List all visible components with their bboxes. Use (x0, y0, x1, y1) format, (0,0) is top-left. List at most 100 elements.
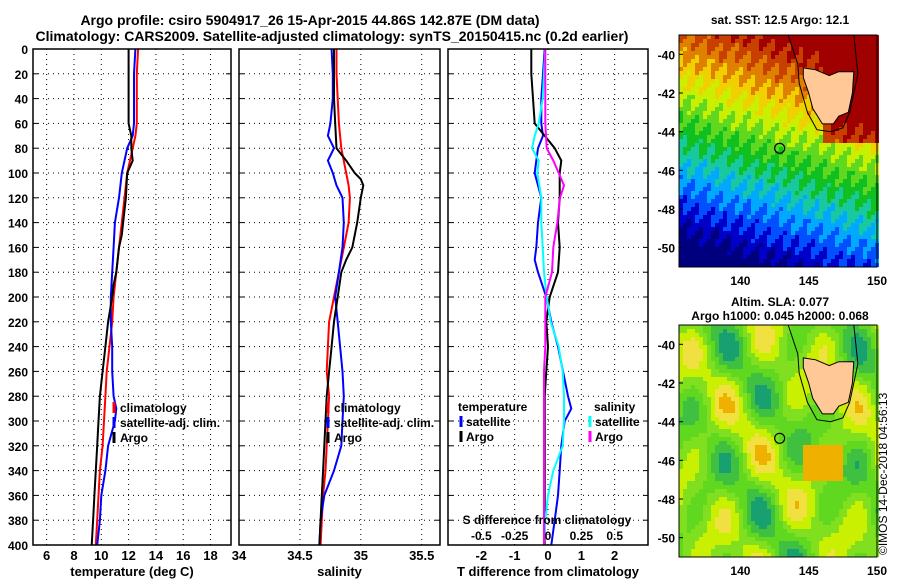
map-cell (747, 457, 751, 461)
map-cell (799, 35, 803, 39)
map-cell (867, 211, 871, 215)
map-cell (867, 465, 871, 469)
map-cell (679, 389, 683, 393)
map-cell (859, 67, 863, 71)
map-cell (779, 187, 783, 191)
map-cell (851, 325, 855, 329)
map-cell (695, 421, 699, 425)
map-cell (835, 123, 839, 127)
map-cell (703, 67, 707, 71)
map-cell (775, 413, 779, 417)
map-cell (823, 195, 827, 199)
map-cell (695, 393, 699, 397)
map-cell (819, 441, 823, 445)
map-cell (687, 247, 691, 251)
map-cell (803, 397, 807, 401)
map-cell (743, 345, 747, 349)
map-cell (779, 401, 783, 405)
map-cell (755, 345, 759, 349)
map-cell (831, 123, 835, 127)
map-cell (719, 433, 723, 437)
map-cell (759, 333, 763, 337)
map-cell (867, 365, 871, 369)
map-cell (707, 441, 711, 445)
map-cell (823, 219, 827, 223)
map-cell (775, 127, 779, 131)
map-cell (811, 345, 815, 349)
map-cell (863, 203, 867, 207)
map-cell (767, 389, 771, 393)
map-cell (779, 199, 783, 203)
map-cell (723, 139, 727, 143)
map-cell (839, 409, 843, 413)
map-cell (691, 175, 695, 179)
map-cell (767, 71, 771, 75)
map-cell (815, 155, 819, 159)
map-cell (759, 259, 763, 263)
map-cell (787, 67, 791, 71)
map-cell (751, 369, 755, 373)
map-cell (747, 251, 751, 255)
map-cell (727, 441, 731, 445)
map-cell (707, 361, 711, 365)
map-cell (871, 243, 875, 247)
map-cell (787, 187, 791, 191)
map-cell (751, 437, 755, 441)
map-cell (859, 425, 863, 429)
map-cell (863, 207, 867, 211)
map-cell (839, 59, 843, 63)
map-cell (795, 369, 799, 373)
map-cell (723, 425, 727, 429)
map-cell (731, 175, 735, 179)
map-cell (807, 51, 811, 55)
map-cell (703, 183, 707, 187)
map-cell (727, 91, 731, 95)
map-cell (771, 179, 775, 183)
map-cell (735, 35, 739, 39)
map-cell (735, 83, 739, 87)
map-cell (827, 341, 831, 345)
map-cell (691, 389, 695, 393)
map-cell (783, 247, 787, 251)
map-cell (827, 239, 831, 243)
map-cell (751, 361, 755, 365)
map-cell (727, 183, 731, 187)
map-cell (691, 393, 695, 397)
map-cell (743, 461, 747, 465)
map-cell (831, 207, 835, 211)
map-cell (727, 389, 731, 393)
map-cell (707, 381, 711, 385)
map-cell (723, 223, 727, 227)
map-cell (847, 235, 851, 239)
map-cell (811, 353, 815, 357)
map-cell (851, 409, 855, 413)
map-cell (699, 413, 703, 417)
map-cell (687, 417, 691, 421)
map-cell (803, 401, 807, 405)
map-cell (739, 405, 743, 409)
map-cell (719, 99, 723, 103)
map-cell (871, 127, 875, 131)
map-cell (771, 159, 775, 163)
map-cell (863, 215, 867, 219)
map-cell (847, 207, 851, 211)
map-cell (707, 83, 711, 87)
map-cell (791, 119, 795, 123)
map-cell (807, 389, 811, 393)
map-cell (855, 187, 859, 191)
map-cell (871, 183, 875, 187)
map-cell (795, 55, 799, 59)
map-cell (763, 247, 767, 251)
map-cell (759, 75, 763, 79)
map-cell (703, 71, 707, 75)
map-cell (851, 453, 855, 457)
map-cell (691, 207, 695, 211)
map-cell (679, 187, 683, 191)
map-cell (743, 215, 747, 219)
map-cell (799, 83, 803, 87)
map-cell (867, 199, 871, 203)
map-cell (747, 135, 751, 139)
map-cell (763, 119, 767, 123)
map-cell (791, 329, 795, 333)
map-cell (791, 71, 795, 75)
